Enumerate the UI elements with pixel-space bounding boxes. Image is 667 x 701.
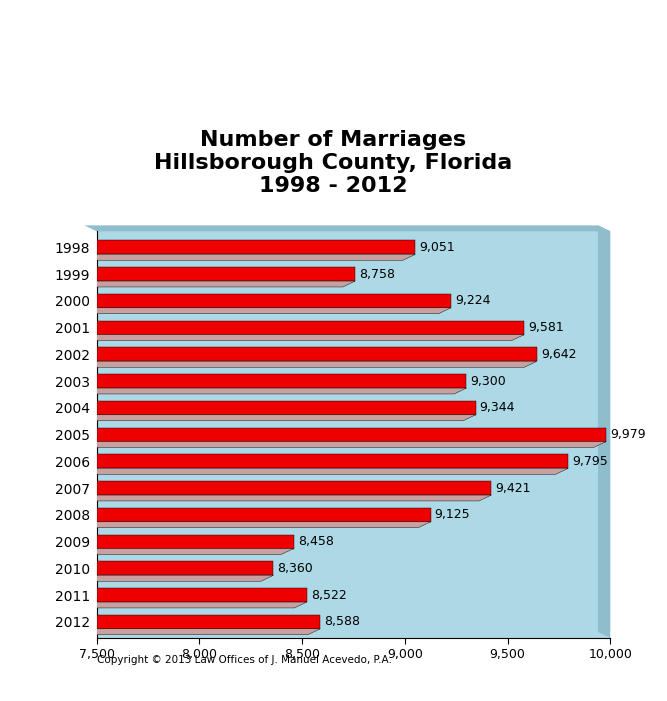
Polygon shape <box>85 240 97 260</box>
Polygon shape <box>85 267 97 287</box>
Bar <box>97 535 293 549</box>
Polygon shape <box>85 294 97 314</box>
Text: 9,642: 9,642 <box>541 348 576 361</box>
Polygon shape <box>85 388 466 394</box>
Text: 9,125: 9,125 <box>435 508 470 522</box>
Polygon shape <box>85 320 97 341</box>
Text: 8,588: 8,588 <box>324 615 360 628</box>
Bar <box>97 294 451 308</box>
Bar <box>97 374 466 388</box>
Text: Copyright © 2013 Law Offices of J. Manuel Acevedo, P.A.: Copyright © 2013 Law Offices of J. Manue… <box>97 655 392 665</box>
Polygon shape <box>85 334 524 341</box>
Polygon shape <box>85 602 307 608</box>
Polygon shape <box>85 281 355 287</box>
Text: Number of Marriages
Hillsborough County, Florida
1998 - 2012: Number of Marriages Hillsborough County,… <box>154 130 513 196</box>
Polygon shape <box>85 535 97 554</box>
Text: 8,458: 8,458 <box>297 535 334 548</box>
Polygon shape <box>85 562 97 581</box>
Polygon shape <box>85 454 97 474</box>
Text: 9,224: 9,224 <box>455 294 490 307</box>
Bar <box>97 562 273 576</box>
Bar <box>97 428 606 442</box>
Bar <box>97 267 355 281</box>
Polygon shape <box>85 415 476 421</box>
Polygon shape <box>598 225 610 638</box>
Polygon shape <box>85 374 97 394</box>
Polygon shape <box>85 629 320 634</box>
Polygon shape <box>85 254 416 260</box>
Polygon shape <box>85 615 97 634</box>
Polygon shape <box>85 442 606 447</box>
Text: 8,758: 8,758 <box>360 268 396 280</box>
Text: 9,421: 9,421 <box>496 482 531 495</box>
Bar <box>97 348 537 361</box>
Bar <box>97 615 320 629</box>
Bar <box>97 320 524 334</box>
Text: 9,979: 9,979 <box>610 428 646 441</box>
Text: 9,581: 9,581 <box>528 321 564 334</box>
Text: 9,051: 9,051 <box>420 241 455 254</box>
Bar <box>97 454 568 468</box>
Polygon shape <box>85 588 97 608</box>
Bar <box>97 481 492 495</box>
Text: 8,522: 8,522 <box>311 589 347 601</box>
Polygon shape <box>85 522 431 528</box>
Polygon shape <box>85 468 568 474</box>
Bar <box>97 508 431 522</box>
Bar <box>97 588 307 602</box>
Polygon shape <box>85 576 273 581</box>
Polygon shape <box>85 428 97 447</box>
Text: 9,344: 9,344 <box>480 402 515 414</box>
Polygon shape <box>85 225 610 231</box>
Bar <box>97 240 416 254</box>
Polygon shape <box>85 549 293 554</box>
Polygon shape <box>85 481 97 501</box>
Polygon shape <box>85 308 451 314</box>
Polygon shape <box>85 495 492 501</box>
Text: 9,795: 9,795 <box>572 455 608 468</box>
Polygon shape <box>85 361 537 367</box>
Polygon shape <box>85 508 97 528</box>
Text: 8,360: 8,360 <box>277 562 313 575</box>
Text: 9,300: 9,300 <box>471 374 506 388</box>
Polygon shape <box>85 401 97 421</box>
Bar <box>97 401 476 415</box>
Polygon shape <box>85 348 97 367</box>
